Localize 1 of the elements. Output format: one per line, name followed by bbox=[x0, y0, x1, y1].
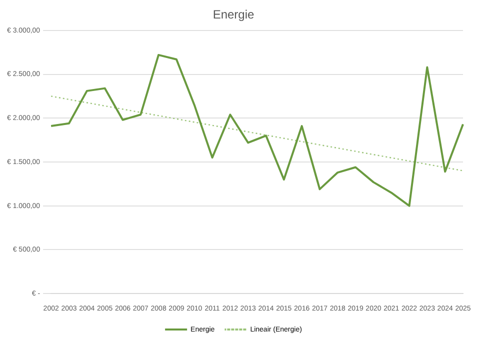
chart-title: Energie bbox=[212, 8, 254, 22]
